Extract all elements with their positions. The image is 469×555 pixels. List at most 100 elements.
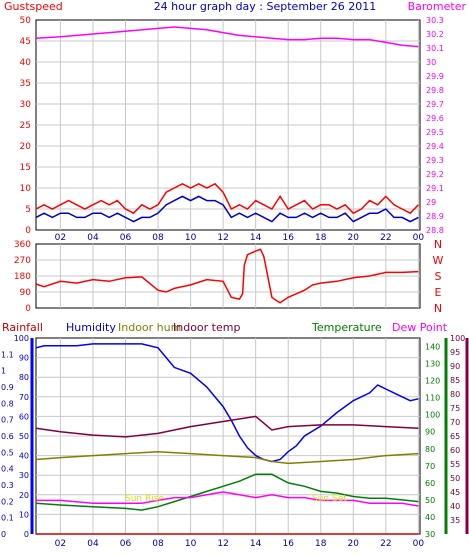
x-tick-label: 22 bbox=[380, 233, 391, 243]
gustspeed-tick-label: 25 bbox=[20, 121, 31, 131]
gustspeed-tick-label: 15 bbox=[20, 163, 31, 173]
wind-direction-line bbox=[35, 248, 419, 304]
temperature-tick-label: 110 bbox=[425, 394, 440, 403]
rainfall-tick-label: 0.9 bbox=[1, 383, 14, 392]
dewpoint-tick-label: 65 bbox=[450, 432, 460, 441]
wind-direction-tick-label: 360 bbox=[14, 240, 31, 250]
barometer-tick-label: 29.8 bbox=[426, 86, 444, 95]
panel-humidity-temperature: 0 0.1 0.2 0.3 0.4 0.5 0.6 0.7 0.8 0.9 1 1.1 0 10 20 30 4… bbox=[1, 321, 469, 549]
dewpoint-tick-label: 100 bbox=[450, 334, 465, 343]
rainfall-tick-label: 0.5 bbox=[1, 448, 14, 457]
rainfall-tick-label: 0.1 bbox=[1, 514, 14, 523]
compass-letter: N bbox=[434, 238, 442, 251]
humidity-tick-label: 10 bbox=[19, 510, 29, 519]
rainfall-tick-label: 0.8 bbox=[1, 399, 14, 408]
gustspeed-tick-label: 0 bbox=[25, 226, 31, 236]
humidity-tick-label: 40 bbox=[19, 452, 29, 461]
humidity-tick-label: 100 bbox=[14, 334, 29, 343]
legend-rainfall: Rainfall bbox=[2, 321, 43, 334]
panel3-axis-ticks: 0 0.1 0.2 0.3 0.4 0.5 0.6 0.7 0.8 0.9 1 1.1 0 10 20 30 4… bbox=[1, 334, 469, 549]
dewpoint-tick-label: 55 bbox=[450, 460, 460, 469]
x-tick-label: 08 bbox=[152, 233, 164, 243]
temperature-tick-label: 80 bbox=[425, 445, 435, 454]
barometer-tick-label: 29.6 bbox=[426, 114, 444, 123]
x-tick-label: 12 bbox=[217, 233, 228, 243]
barometer-tick-label: 29.7 bbox=[426, 100, 444, 109]
x-tick-label: 16 bbox=[282, 539, 294, 549]
gustspeed-tick-label: 45 bbox=[20, 37, 31, 47]
legend-indoor-hum: Indoor hum bbox=[118, 321, 181, 334]
wind-direction-tick-label: 90 bbox=[20, 288, 32, 298]
humidity-line bbox=[35, 343, 419, 463]
barometer-tick-label: 29.5 bbox=[426, 128, 444, 137]
indoor-temp-line bbox=[35, 415, 419, 438]
barometer-tick-label: 29 bbox=[426, 198, 436, 207]
rainfall-tick-label: 0.6 bbox=[1, 432, 14, 441]
temperature-tick-label: 140 bbox=[425, 343, 440, 352]
panel1-axis-ticks: 0 5 10 15 20 25 30 35 40 45 50 28.8 28.9 29 29.1 29.2 29… bbox=[20, 16, 444, 243]
dewpoint-tick-label: 60 bbox=[450, 446, 460, 455]
indoor-hum-line bbox=[35, 450, 419, 465]
x-tick-label: 06 bbox=[120, 539, 132, 549]
gustspeed-axis-title: Gustspeed bbox=[4, 0, 63, 13]
panel-wind-barometer: 0 5 10 15 20 25 30 35 40 45 50 28.8 28.9 29 29.1 29.2 29… bbox=[4, 0, 466, 243]
barometer-tick-label: 29.9 bbox=[426, 72, 444, 81]
barometer-tick-label: 30.1 bbox=[426, 44, 444, 53]
x-tick-label: 02 bbox=[55, 539, 66, 549]
dewpoint-tick-label: 90 bbox=[450, 362, 460, 371]
humidity-tick-label: 60 bbox=[19, 412, 29, 421]
x-tick-label: 10 bbox=[185, 539, 197, 549]
barometer-tick-label: 29.1 bbox=[426, 184, 444, 193]
rainfall-tick-label: 0.4 bbox=[1, 465, 14, 474]
x-tick-label: 14 bbox=[250, 539, 262, 549]
gustspeed-tick-label: 40 bbox=[20, 58, 32, 68]
dewpoint-tick-label: 95 bbox=[450, 348, 460, 357]
gustspeed-tick-label: 5 bbox=[25, 205, 31, 215]
dewpoint-tick-label: 45 bbox=[450, 488, 460, 497]
dewpoint-tick-label: 70 bbox=[450, 418, 460, 427]
dew-point-line bbox=[36, 491, 419, 507]
legend-dew-point: Dew Point bbox=[392, 321, 448, 334]
barometer-tick-label: 29.2 bbox=[426, 170, 444, 179]
x-tick-label: 14 bbox=[250, 233, 262, 243]
compass-letter: E bbox=[435, 286, 442, 299]
humidity-tick-label: 50 bbox=[19, 432, 29, 441]
rainfall-tick-label: 0.3 bbox=[1, 481, 14, 490]
x-tick-label: 04 bbox=[87, 233, 99, 243]
sunset-annotation: Sun Set bbox=[312, 494, 347, 504]
x-tick-label: 18 bbox=[315, 539, 327, 549]
gustspeed-tick-label: 50 bbox=[20, 16, 32, 26]
gustspeed-tick-label: 20 bbox=[20, 142, 32, 152]
wind-direction-tick-label: 0 bbox=[25, 304, 31, 314]
dewpoint-tick-label: 35 bbox=[450, 516, 460, 525]
x-tick-label: 02 bbox=[55, 233, 66, 243]
x-tick-label: 22 bbox=[380, 539, 391, 549]
temperature-tick-label: 60 bbox=[425, 479, 435, 488]
dewpoint-tick-label: 80 bbox=[450, 390, 460, 399]
wind-direction-tick-label: 180 bbox=[14, 272, 31, 282]
windspeed-line bbox=[35, 195, 419, 223]
barometer-tick-label: 29.4 bbox=[426, 142, 444, 151]
panel3-series bbox=[35, 343, 419, 535]
x-tick-label: 20 bbox=[348, 233, 360, 243]
compass-letter: S bbox=[435, 270, 442, 283]
x-tick-label: 00 bbox=[413, 539, 425, 549]
humidity-tick-label: 70 bbox=[19, 393, 29, 402]
x-tick-label: 00 bbox=[413, 233, 425, 243]
panel1-grid bbox=[36, 20, 420, 230]
compass-letter: W bbox=[433, 254, 444, 267]
sunrise-annotation: Sun Rise bbox=[125, 494, 164, 504]
rainfall-tick-label: 0.2 bbox=[1, 497, 14, 506]
temperature-tick-label: 100 bbox=[425, 411, 440, 420]
barometer-line bbox=[35, 26, 419, 48]
rainfall-tick-label: 1 bbox=[1, 367, 6, 376]
barometer-tick-label: 30.3 bbox=[426, 16, 444, 25]
dewpoint-tick-label: 75 bbox=[450, 404, 460, 413]
rainfall-tick-label: 1.1 bbox=[1, 350, 14, 359]
x-tick-label: 16 bbox=[282, 233, 294, 243]
x-tick-label: 10 bbox=[185, 233, 197, 243]
barometer-tick-label: 30 bbox=[426, 58, 436, 67]
gustspeed-tick-label: 35 bbox=[20, 79, 31, 89]
